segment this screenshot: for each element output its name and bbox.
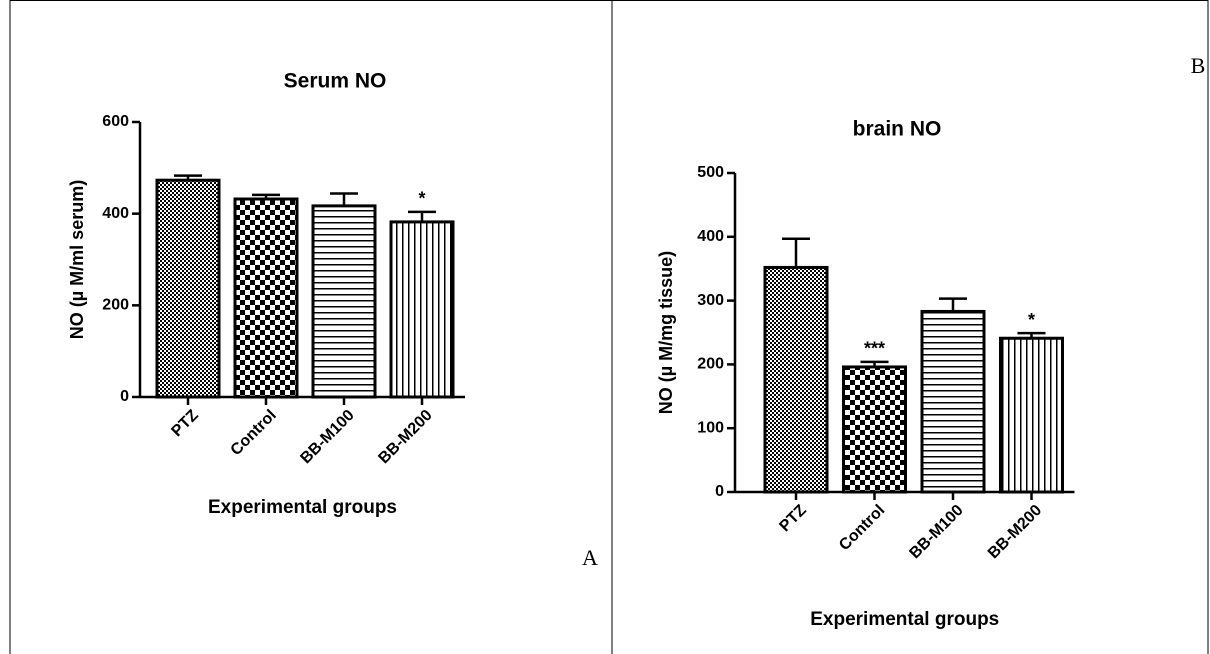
- x-tick-label: Control: [836, 502, 888, 554]
- bar: [233, 197, 299, 399]
- y-tick-label: 600: [102, 113, 129, 130]
- x-tick-label: BB-M100: [906, 502, 967, 563]
- x-tick-label: PTZ: [776, 502, 810, 536]
- bar: [389, 220, 455, 399]
- x-tick-label: Control: [228, 407, 280, 459]
- y-tick-label: 0: [120, 388, 129, 405]
- chart-title: brain NO: [853, 118, 942, 141]
- table-border: [9, 0, 1209, 654]
- y-tick-label: 200: [102, 297, 129, 314]
- y-tick-label: 300: [697, 292, 724, 309]
- bar: [999, 336, 1064, 494]
- y-tick-label: 400: [697, 228, 724, 245]
- chart-title: Serum NO: [284, 70, 387, 93]
- y-axis-label: NO (µ M/mg tissue): [656, 251, 676, 414]
- bar: [155, 178, 221, 399]
- bar: [842, 365, 907, 494]
- y-tick-label: 0: [715, 483, 724, 500]
- panel-label: A: [582, 545, 598, 570]
- y-tick-label: 200: [697, 356, 724, 373]
- x-tick-label: BB-M200: [375, 407, 436, 468]
- y-tick-label: 100: [697, 419, 724, 436]
- bar: [311, 204, 377, 399]
- bar: [763, 265, 829, 494]
- x-tick-label: BB-M200: [985, 502, 1046, 563]
- y-tick-label: 400: [102, 205, 129, 222]
- significance-label: *: [1028, 310, 1035, 330]
- y-tick-label: 500: [697, 164, 724, 181]
- significance-label: ***: [864, 339, 885, 359]
- x-tick-label: BB-M100: [297, 407, 358, 468]
- x-axis-label: Experimental groups: [208, 497, 397, 518]
- significance-label: *: [418, 189, 425, 209]
- x-axis-label: Experimental groups: [810, 609, 999, 630]
- bar: [920, 309, 986, 494]
- panel-label: B: [1191, 53, 1206, 78]
- x-tick-label: PTZ: [168, 407, 202, 441]
- y-axis-label: NO (µ M/ml serum): [67, 180, 87, 339]
